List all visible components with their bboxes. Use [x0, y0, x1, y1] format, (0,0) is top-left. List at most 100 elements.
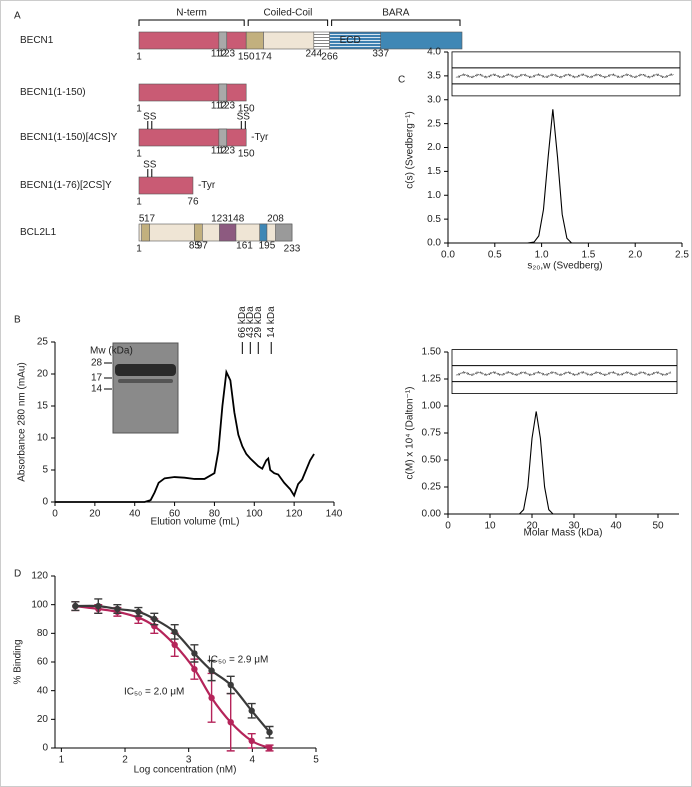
x-tick-label: 100: [246, 509, 263, 520]
residue-number: 5: [139, 214, 145, 225]
data-point: [191, 650, 198, 657]
data-point: [227, 719, 234, 726]
x-tick-label: 60: [169, 509, 181, 520]
domain-label: BARA: [382, 8, 410, 19]
data-point: [171, 641, 178, 648]
residue-number: 1: [136, 197, 142, 208]
residue-number: 150: [238, 149, 255, 160]
domain-segment: [275, 223, 293, 242]
y-axis-label: c(M) x 10⁴ (Dalton⁻¹): [405, 387, 416, 480]
data-point: [72, 602, 79, 610]
domain-segment: [138, 83, 247, 102]
domain-segment: [245, 31, 264, 50]
panel-label: C: [398, 75, 405, 86]
x-tick-label: 140: [326, 509, 343, 520]
x-axis-label: Molar Mass (kDa): [524, 528, 603, 539]
size-marker-label: 14 kDa: [266, 306, 277, 338]
x-tick-label: 5: [313, 755, 319, 766]
x-tick-label: 40: [610, 521, 622, 532]
domain-bracket: [138, 19, 245, 26]
construct-name: BECN1(1-150)[4CS]Y: [20, 132, 118, 143]
residuals: [455, 370, 672, 377]
y-tick-label: 2.5: [427, 118, 441, 129]
domain-segment: [138, 31, 247, 50]
residue-number: 244: [305, 49, 322, 60]
residue-number: 1: [136, 244, 142, 255]
y-tick-label: 15: [37, 401, 49, 412]
data-line: [469, 411, 675, 515]
y-tick-label: 3.5: [427, 71, 441, 82]
residue-number: 233: [284, 244, 301, 255]
y-tick-label: 1.50: [422, 347, 442, 358]
domain-bracket: [331, 19, 461, 26]
data-point: [227, 681, 234, 689]
y-tick-label: 0: [42, 743, 48, 754]
y-tick-label: 3.0: [427, 94, 441, 105]
domain-segment: [138, 128, 247, 147]
residue-number: 76: [187, 197, 199, 208]
x-tick-label: 0.5: [488, 250, 502, 261]
construct-name: BECN1(1-150): [20, 87, 86, 98]
residue-number: 112: [211, 101, 227, 112]
residual-rails: [452, 365, 677, 383]
x-tick-label: 20: [89, 509, 101, 520]
x-axis-label: s₂₀,w (Svedberg): [527, 261, 602, 272]
x-tick-label: 0: [52, 509, 58, 520]
x-tick-label: 10: [484, 521, 496, 532]
hatching: [329, 32, 381, 49]
y-tick-label: 120: [31, 571, 48, 582]
data-point: [135, 608, 142, 616]
annotation: IC₅₀ = 2.0 μM: [124, 687, 184, 698]
x-tick-label: 40: [129, 509, 141, 520]
panel-label: D: [14, 569, 21, 580]
y-tick-label: 1.00: [422, 401, 442, 412]
residue-number: 161: [236, 241, 253, 252]
domain-segment: [138, 176, 194, 195]
y-tick-label: 25: [37, 337, 49, 348]
size-marker-label: 43 kDa: [245, 306, 256, 338]
disulfide-mark: [240, 121, 246, 129]
domain-segment: [194, 223, 203, 242]
gel-marker-label: 28: [91, 358, 103, 369]
residue-number: 97: [197, 241, 209, 252]
y-tick-label: 0.0: [427, 238, 441, 249]
domain-label: N-term: [176, 8, 207, 19]
size-marker-label: 29 kDa: [253, 306, 264, 338]
y-tick-label: 5: [42, 465, 48, 476]
disulfide-label: SS: [237, 112, 251, 123]
gel: [112, 342, 179, 434]
domain-label: Coiled-Coil: [263, 8, 312, 19]
data-point: [95, 602, 102, 610]
tag-label: -Tyr: [251, 132, 269, 143]
y-tick-label: 0.00: [422, 509, 442, 520]
data-point: [208, 694, 215, 702]
residue-number: 85: [189, 241, 201, 252]
data-point: [266, 729, 273, 736]
x-tick-label: 0: [445, 521, 451, 532]
tag-label: -Tyr: [198, 180, 216, 191]
residuals: [455, 72, 674, 80]
panel-label: B: [14, 315, 21, 326]
y-tick-label: 0: [42, 497, 48, 508]
y-tick-label: 0.75: [422, 428, 442, 439]
y-axis-label: c(s) (Svedberg⁻¹): [405, 111, 416, 189]
residue-number: 123: [218, 49, 235, 60]
y-tick-label: 1.25: [422, 374, 442, 385]
y-tick-label: 1.5: [427, 166, 441, 177]
x-tick-label: 2.0: [628, 250, 642, 261]
data-point: [248, 737, 255, 745]
segment-label: ECD: [340, 35, 361, 46]
gel-marker-label: 17: [91, 373, 103, 384]
residue-number: 174: [255, 52, 272, 63]
construct-name: BECN1(1-76)[2CS]Y: [20, 180, 112, 191]
y-tick-label: 2.0: [427, 142, 441, 153]
y-axis-label: % Binding: [13, 639, 24, 684]
residue-number: 123: [218, 146, 235, 157]
x-tick-label: 4: [250, 755, 256, 766]
residue-number: 1: [136, 52, 142, 63]
y-tick-label: 100: [31, 599, 48, 610]
domain-segment: [218, 83, 228, 102]
x-tick-label: 1.5: [581, 250, 595, 261]
data-point: [151, 615, 158, 623]
construct-name: BCL2L1: [20, 227, 57, 238]
